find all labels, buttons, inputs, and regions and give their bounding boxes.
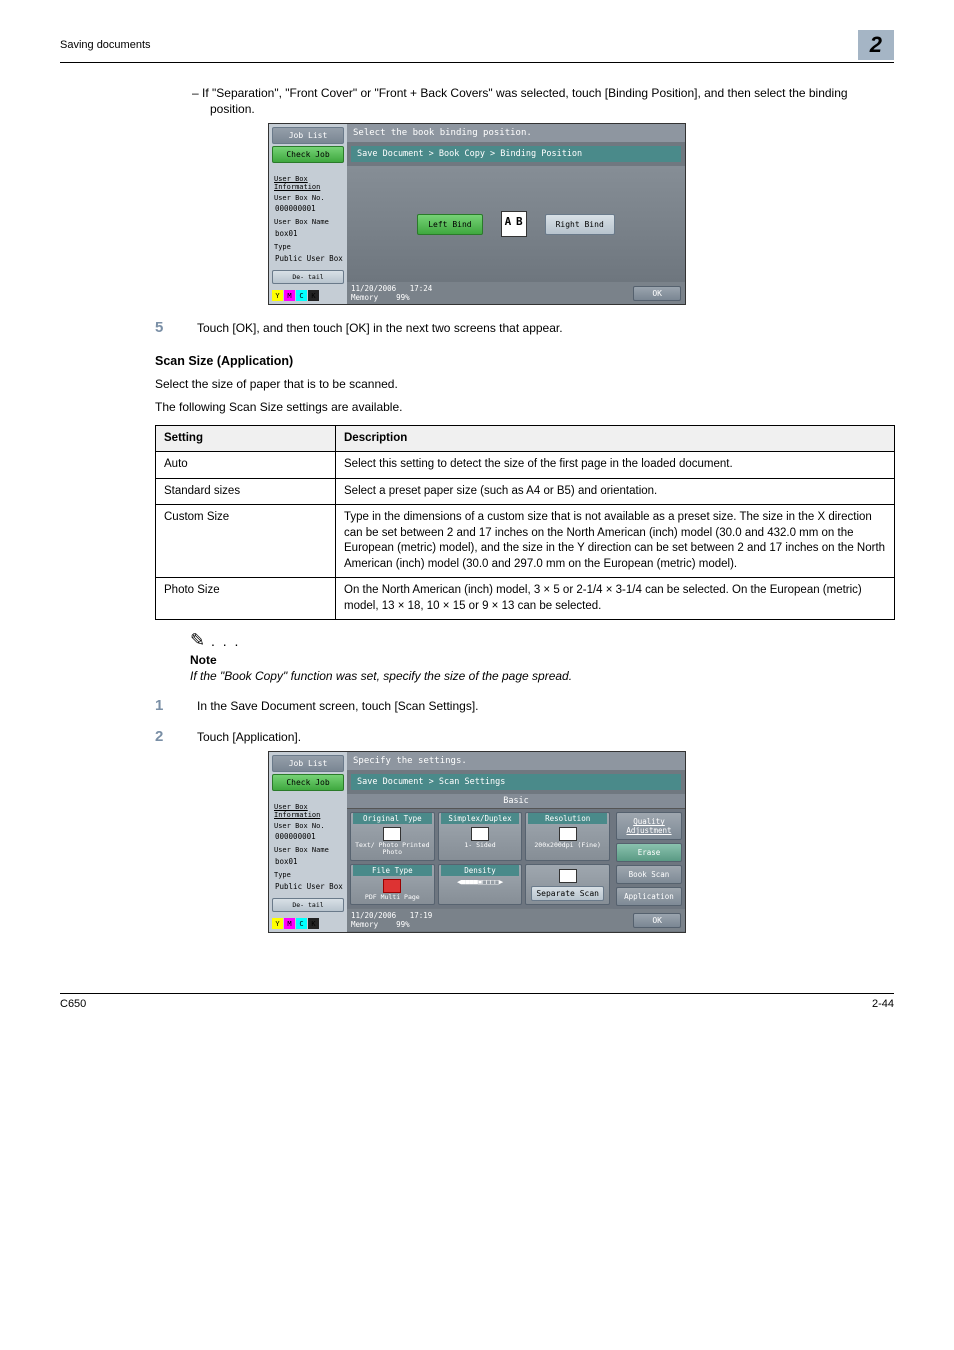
table-row: AutoSelect this setting to detect the si… <box>156 452 895 479</box>
scan-size-table: Setting Description AutoSelect this sett… <box>155 425 895 621</box>
user-box-no: 000000001 <box>272 832 344 844</box>
user-box-no: 000000001 <box>272 204 344 216</box>
type-label: Type <box>272 243 344 252</box>
chapter-number: 2 <box>858 30 894 60</box>
step-1-text: In the Save Document screen, touch [Scan… <box>197 697 894 714</box>
screenshot-binding-position: Job List Check Job User Box Information … <box>268 123 686 305</box>
job-list-button[interactable]: Job List <box>272 755 344 772</box>
step-2-text: Touch [Application]. <box>197 728 894 745</box>
tab-basic[interactable]: Basic <box>347 794 685 809</box>
status-bar: 11/20/2006 17:24 Memory 99% OK <box>347 282 685 304</box>
memory-value: 99% <box>396 293 410 302</box>
footer-right: 2-44 <box>872 998 894 1010</box>
density-bar: ◀■■■■▣□□□□▶ <box>457 878 503 886</box>
toner-levels: YMCK <box>272 286 344 301</box>
density-button[interactable]: Density ◀■■■■▣□□□□▶ <box>438 864 523 905</box>
original-type-button[interactable]: Original Type Text/ Photo Printed Photo <box>350 812 435 860</box>
type-value: Public User Box <box>272 254 344 266</box>
breadcrumb: Save Document > Book Copy > Binding Posi… <box>351 146 681 162</box>
user-box-name-label: User Box Name <box>272 846 344 855</box>
sidebar: Job List Check Job User Box Information … <box>269 124 347 304</box>
memory-label: Memory <box>351 293 378 302</box>
footer-left: C650 <box>60 998 86 1010</box>
right-column: Quality Adjustment Erase Book Scan Appli… <box>613 809 685 909</box>
breadcrumb: Save Document > Scan Settings <box>351 774 681 790</box>
status-time: 17:19 <box>410 911 433 920</box>
simplex-icon <box>471 827 489 841</box>
memory-label: Memory <box>351 920 378 929</box>
step-2: 2 Touch [Application]. <box>60 728 894 745</box>
note-label: Note <box>190 653 894 667</box>
simplex-duplex-button[interactable]: Simplex/Duplex 1- Sided <box>438 812 523 860</box>
note-dots: . . . <box>205 633 240 649</box>
user-box-info-label: User Box Information <box>272 175 344 191</box>
step-5-text: Touch [OK], and then touch [OK] in the n… <box>197 319 894 336</box>
type-value: Public User Box <box>272 882 344 894</box>
detail-button[interactable]: De- tail <box>272 270 344 285</box>
scan-size-heading: Scan Size (Application) <box>155 354 894 368</box>
check-job-button[interactable]: Check Job <box>272 146 344 163</box>
book-icon <box>501 211 527 237</box>
user-box-no-label: User Box No. <box>272 822 344 831</box>
toner-levels: YMCK <box>272 914 344 929</box>
quality-adjustment-button[interactable]: Quality Adjustment <box>616 812 682 840</box>
step-5: 5 Touch [OK], and then touch [OK] in the… <box>60 319 894 336</box>
status-time: 17:24 <box>410 284 433 293</box>
col-description: Description <box>336 425 895 452</box>
pdf-icon <box>383 879 401 893</box>
check-job-button[interactable]: Check Job <box>272 774 344 791</box>
application-button[interactable]: Application <box>616 887 682 906</box>
resolution-icon <box>559 827 577 841</box>
detail-button[interactable]: De- tail <box>272 898 344 913</box>
user-box-name-label: User Box Name <box>272 218 344 227</box>
file-type-button[interactable]: File Type PDF Multi Page <box>350 864 435 905</box>
scan-size-p1: Select the size of paper that is to be s… <box>155 376 894 392</box>
type-label: Type <box>272 871 344 880</box>
erase-button[interactable]: Erase <box>616 843 682 862</box>
original-type-icon <box>383 827 401 841</box>
ok-button[interactable]: OK <box>633 286 681 301</box>
header-title: Saving documents <box>60 39 151 51</box>
instruction-line: Select the book binding position. <box>347 124 685 142</box>
step-1-number: 1 <box>155 697 197 714</box>
table-row: Custom SizeType in the dimensions of a c… <box>156 505 895 578</box>
status-date: 11/20/2006 <box>351 284 396 293</box>
sidebar-2: Job List Check Job User Box Information … <box>269 752 347 932</box>
screenshot-scan-settings: Job List Check Job User Box Information … <box>268 751 686 933</box>
table-row: Standard sizesSelect a preset paper size… <box>156 478 895 505</box>
user-box-name: box01 <box>272 229 344 241</box>
book-scan-button[interactable]: Book Scan <box>616 865 682 884</box>
job-list-button[interactable]: Job List <box>272 127 344 144</box>
note-body: If the "Book Copy" function was set, spe… <box>190 669 894 683</box>
resolution-button[interactable]: Resolution 200x200dpi (Fine) <box>525 812 610 860</box>
intro-bullet: – If "Separation", "Front Cover" or "Fro… <box>210 85 894 117</box>
col-setting: Setting <box>156 425 336 452</box>
page-header: Saving documents 2 <box>60 30 894 63</box>
user-box-name: box01 <box>272 857 344 869</box>
status-bar: 11/20/2006 17:19 Memory 99% OK <box>347 909 685 931</box>
memory-value: 99% <box>396 920 410 929</box>
right-bind-button[interactable]: Right Bind <box>545 214 615 235</box>
separate-scan-icon <box>559 869 577 883</box>
step-1: 1 In the Save Document screen, touch [Sc… <box>60 697 894 714</box>
separate-scan-button[interactable]: Separate Scan <box>525 864 610 905</box>
note-block: ✎ . . . Note If the "Book Copy" function… <box>190 630 894 683</box>
step-2-number: 2 <box>155 728 197 745</box>
scan-size-p2: The following Scan Size settings are ava… <box>155 399 894 415</box>
status-date: 11/20/2006 <box>351 911 396 920</box>
user-box-info-label: User Box Information <box>272 803 344 819</box>
pen-icon: ✎ <box>190 630 205 650</box>
ok-button[interactable]: OK <box>633 913 681 928</box>
instruction-line: Specify the settings. <box>347 752 685 770</box>
user-box-no-label: User Box No. <box>272 194 344 203</box>
table-row: Photo SizeOn the North American (inch) m… <box>156 578 895 620</box>
step-5-number: 5 <box>155 319 197 336</box>
left-bind-button[interactable]: Left Bind <box>417 214 482 235</box>
page-footer: C650 2-44 <box>60 993 894 1010</box>
